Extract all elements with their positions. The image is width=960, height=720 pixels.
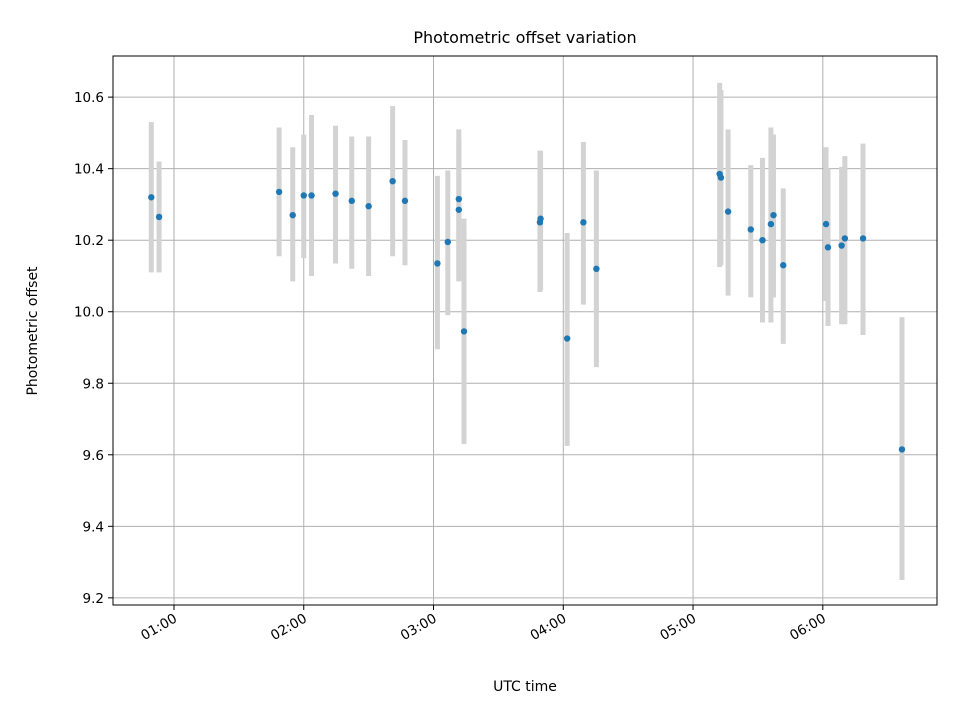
- y-tick-label: 10.4: [74, 162, 104, 178]
- y-tick-label: 10.6: [74, 90, 104, 106]
- data-point: [767, 220, 775, 228]
- x-tick-label: 01:00: [138, 611, 180, 644]
- plot-frame: [112, 55, 938, 606]
- data-point: [434, 260, 441, 267]
- data-point: [838, 242, 845, 249]
- x-axis: 01:00 02:00 03:00 04:00 05:00 06:00: [138, 605, 829, 644]
- y-tick-label: 10.0: [74, 305, 104, 321]
- data-point: [580, 219, 587, 226]
- x-tick-label: 02:00: [268, 611, 310, 644]
- y-tick-label: 10.2: [74, 233, 104, 249]
- data-point: [389, 177, 396, 185]
- data-point: [289, 211, 296, 219]
- data-point: [898, 446, 906, 453]
- data-point: [275, 188, 283, 196]
- x-tick-label: 04:00: [528, 611, 570, 644]
- data-point: [460, 328, 468, 335]
- data-point: [348, 197, 355, 205]
- data-point: [859, 235, 867, 242]
- data-point: [365, 203, 372, 210]
- data-point: [822, 220, 830, 228]
- data-point: [444, 238, 451, 246]
- data-point: [841, 235, 849, 242]
- data-points: [148, 170, 906, 453]
- x-tick-label: 06:00: [787, 611, 829, 644]
- y-tick-label: 9.4: [83, 519, 104, 535]
- data-point: [300, 192, 307, 199]
- data-point: [593, 265, 600, 273]
- data-point: [780, 262, 787, 269]
- data-point: [455, 195, 463, 203]
- data-point: [537, 215, 544, 222]
- data-point: [401, 197, 409, 205]
- data-point: [308, 192, 315, 199]
- data-point: [759, 236, 766, 244]
- y-axis-label: Photometric offset: [25, 266, 41, 396]
- x-tick-label: 03:00: [398, 611, 440, 644]
- errorbars: [148, 82, 905, 580]
- y-tick-label: 9.8: [83, 376, 104, 392]
- data-point: [155, 213, 163, 221]
- y-tick-label: 9.6: [83, 448, 104, 464]
- x-tick-label: 05:00: [657, 611, 699, 644]
- data-point: [563, 335, 571, 342]
- y-tick-label: 9.2: [83, 591, 104, 607]
- data-point: [824, 244, 832, 251]
- data-point: [455, 206, 463, 213]
- data-point: [332, 190, 339, 197]
- x-axis-label: UTC time: [493, 679, 557, 695]
- data-point: [148, 194, 155, 201]
- data-point: [724, 208, 732, 215]
- chart-title: Photometric offset variation: [413, 28, 636, 47]
- data-point: [717, 174, 725, 181]
- grid: [113, 56, 937, 605]
- y-axis: 9.2 9.4 9.6 9.8 10.0 10.2 10.4 10.6: [74, 90, 113, 607]
- data-point: [770, 211, 777, 219]
- data-point: [747, 226, 754, 233]
